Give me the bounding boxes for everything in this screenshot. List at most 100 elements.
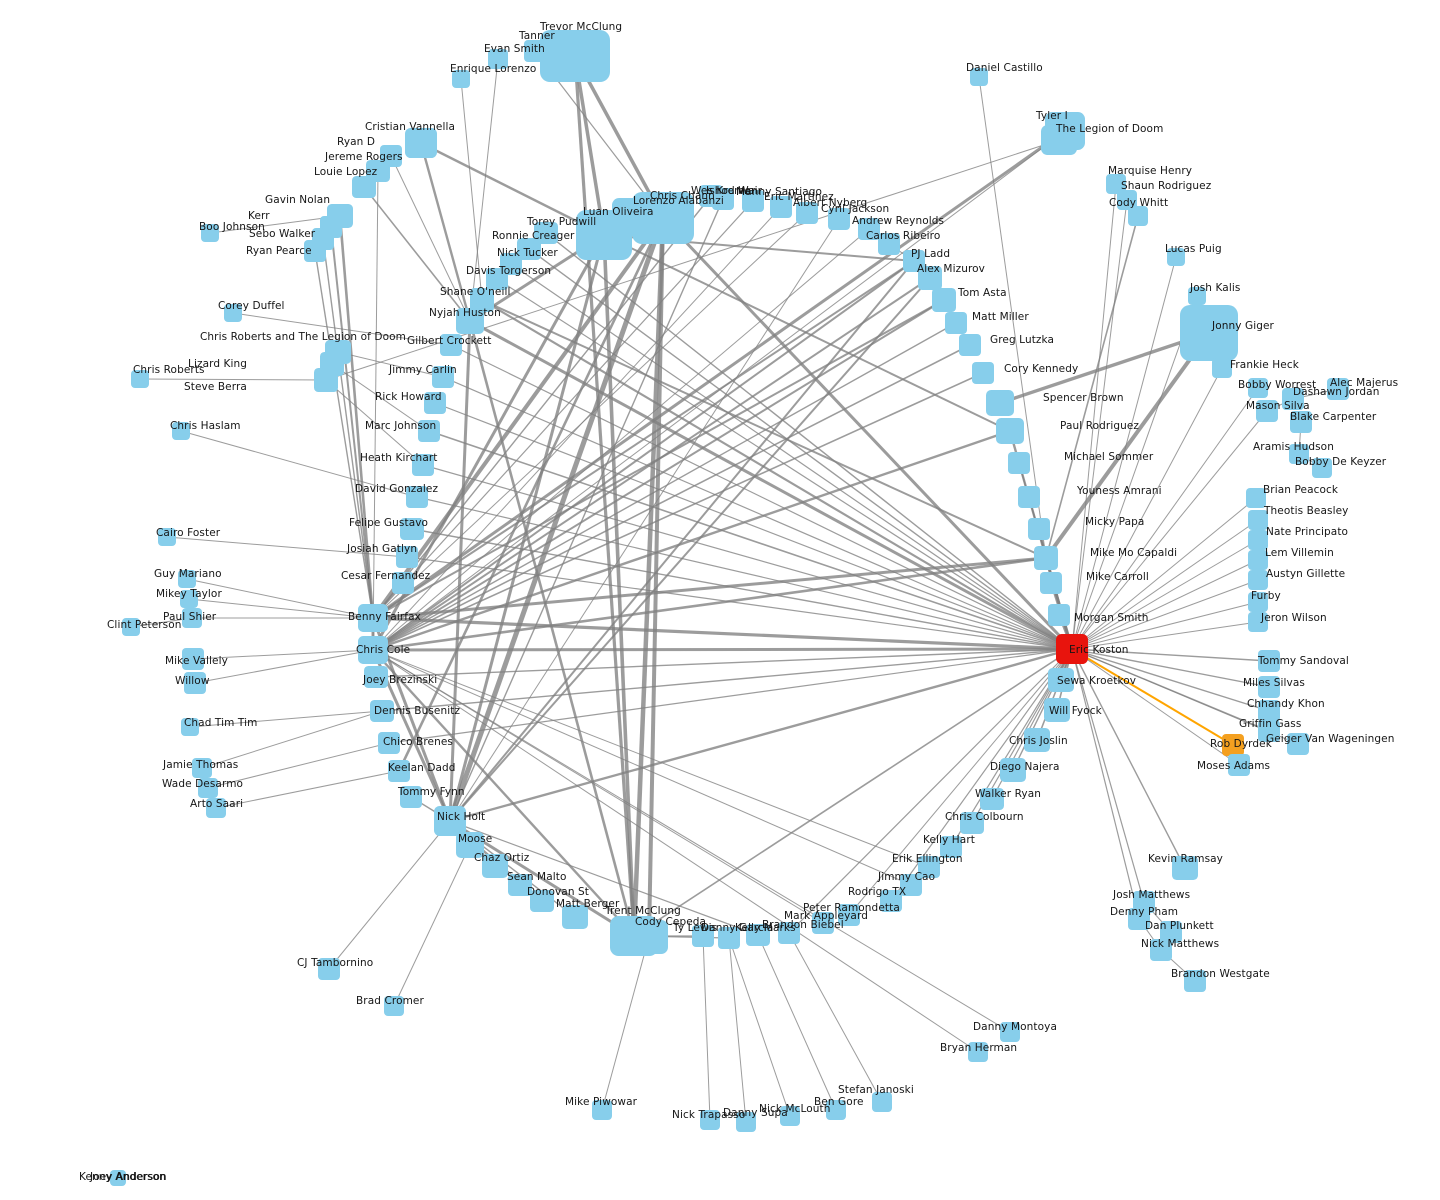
graph-node[interactable]	[314, 368, 338, 392]
graph-node[interactable]	[1248, 570, 1268, 590]
graph-node[interactable]	[434, 806, 466, 836]
graph-node[interactable]	[970, 68, 988, 86]
graph-node[interactable]	[1248, 592, 1268, 612]
graph-node[interactable]	[1024, 728, 1050, 752]
graph-node[interactable]	[432, 366, 454, 388]
graph-node[interactable]	[122, 618, 140, 636]
graph-node[interactable]	[405, 128, 437, 158]
graph-node[interactable]	[980, 788, 1004, 810]
graph-node[interactable]	[182, 608, 202, 628]
graph-node[interactable]	[456, 832, 484, 858]
graph-node[interactable]	[996, 418, 1024, 444]
graph-node[interactable]	[110, 1170, 126, 1186]
graph-node[interactable]	[172, 422, 190, 440]
graph-node[interactable]	[1048, 668, 1074, 692]
graph-node[interactable]	[1290, 411, 1312, 433]
graph-node[interactable]	[424, 392, 446, 414]
graph-node[interactable]	[746, 924, 770, 946]
graph-node[interactable]	[718, 927, 740, 949]
graph-node[interactable]	[181, 718, 199, 736]
graph-node[interactable]	[1248, 530, 1268, 550]
graph-node[interactable]	[1044, 698, 1070, 722]
graph-node[interactable]	[1327, 378, 1349, 400]
graph-node[interactable]	[1167, 248, 1185, 266]
graph-node[interactable]	[1188, 287, 1206, 305]
graph-node[interactable]	[1282, 388, 1304, 410]
graph-node[interactable]	[1028, 518, 1050, 540]
graph-node[interactable]	[392, 572, 414, 594]
graph-node[interactable]	[400, 518, 424, 540]
graph-node[interactable]	[534, 222, 558, 244]
graph-node[interactable]	[192, 758, 212, 778]
graph-node[interactable]	[418, 420, 440, 442]
graph-node[interactable]	[1248, 510, 1268, 530]
graph-node[interactable]	[968, 1042, 988, 1062]
graph-node[interactable]	[456, 308, 484, 334]
graph-node[interactable]	[918, 266, 942, 290]
graph-node[interactable]	[508, 874, 532, 896]
graph-node[interactable]	[198, 778, 218, 798]
graph-node[interactable]	[770, 196, 792, 218]
graph-node[interactable]	[358, 604, 388, 632]
graph-node[interactable]	[1040, 572, 1062, 594]
graph-node[interactable]	[1160, 921, 1182, 943]
graph-node[interactable]	[742, 190, 764, 212]
graph-node[interactable]	[1106, 174, 1126, 194]
graph-node[interactable]	[692, 925, 714, 947]
graph-node[interactable]	[1128, 206, 1148, 226]
graph-node[interactable]	[576, 210, 632, 260]
graph-node[interactable]	[1008, 452, 1030, 474]
graph-node[interactable]	[1248, 550, 1268, 570]
graph-node[interactable]	[700, 1110, 720, 1130]
graph-node[interactable]	[370, 700, 394, 722]
graph-node[interactable]	[412, 454, 434, 476]
graph-node[interactable]	[206, 798, 226, 818]
graph-node[interactable]	[482, 854, 508, 878]
graph-node[interactable]	[1150, 939, 1172, 961]
graph-node[interactable]	[1000, 1022, 1020, 1042]
graph-node[interactable]	[1117, 190, 1137, 210]
graph-node[interactable]	[318, 958, 340, 980]
graph-node[interactable]	[1000, 758, 1026, 782]
graph-node[interactable]	[488, 49, 508, 69]
graph-node[interactable]	[131, 370, 149, 388]
graph-node[interactable]	[1258, 650, 1280, 672]
graph-node[interactable]	[878, 233, 900, 255]
graph-node[interactable]	[396, 546, 418, 568]
graph-node[interactable]	[400, 786, 422, 808]
graph-node[interactable]	[178, 570, 196, 588]
graph-node[interactable]	[1184, 970, 1206, 992]
graph-node[interactable]	[1133, 891, 1155, 913]
graph-node[interactable]	[1248, 612, 1268, 632]
graph-node[interactable]	[972, 362, 994, 384]
graph-node[interactable]	[858, 218, 880, 240]
graph-node[interactable]	[960, 812, 984, 834]
graph-node[interactable]	[1258, 676, 1280, 698]
graph-node[interactable]	[540, 30, 610, 82]
graph-node[interactable]	[940, 836, 962, 858]
graph-node[interactable]	[1034, 546, 1058, 570]
graph-node[interactable]	[1258, 700, 1280, 722]
graph-node[interactable]	[304, 240, 326, 262]
graph-node[interactable]	[736, 1112, 756, 1132]
graph-node[interactable]	[184, 672, 206, 694]
graph-node[interactable]	[1128, 908, 1150, 930]
graph-node[interactable]	[388, 760, 410, 782]
graph-node[interactable]	[1256, 400, 1278, 422]
graph-node[interactable]	[1212, 358, 1232, 378]
graph-node[interactable]	[592, 1100, 612, 1120]
graph-node[interactable]	[796, 202, 818, 224]
graph-node[interactable]	[1018, 486, 1040, 508]
graph-node[interactable]	[1248, 378, 1268, 398]
graph-node[interactable]	[224, 304, 242, 322]
graph-node[interactable]	[945, 312, 967, 334]
graph-node[interactable]	[406, 486, 428, 508]
graph-node[interactable]	[630, 920, 668, 954]
graph-node[interactable]	[158, 528, 176, 546]
graph-node[interactable]	[364, 666, 388, 688]
graph-node[interactable]	[812, 912, 834, 934]
graph-node[interactable]	[932, 288, 956, 312]
graph-node[interactable]	[828, 208, 850, 230]
graph-node[interactable]	[180, 590, 198, 608]
